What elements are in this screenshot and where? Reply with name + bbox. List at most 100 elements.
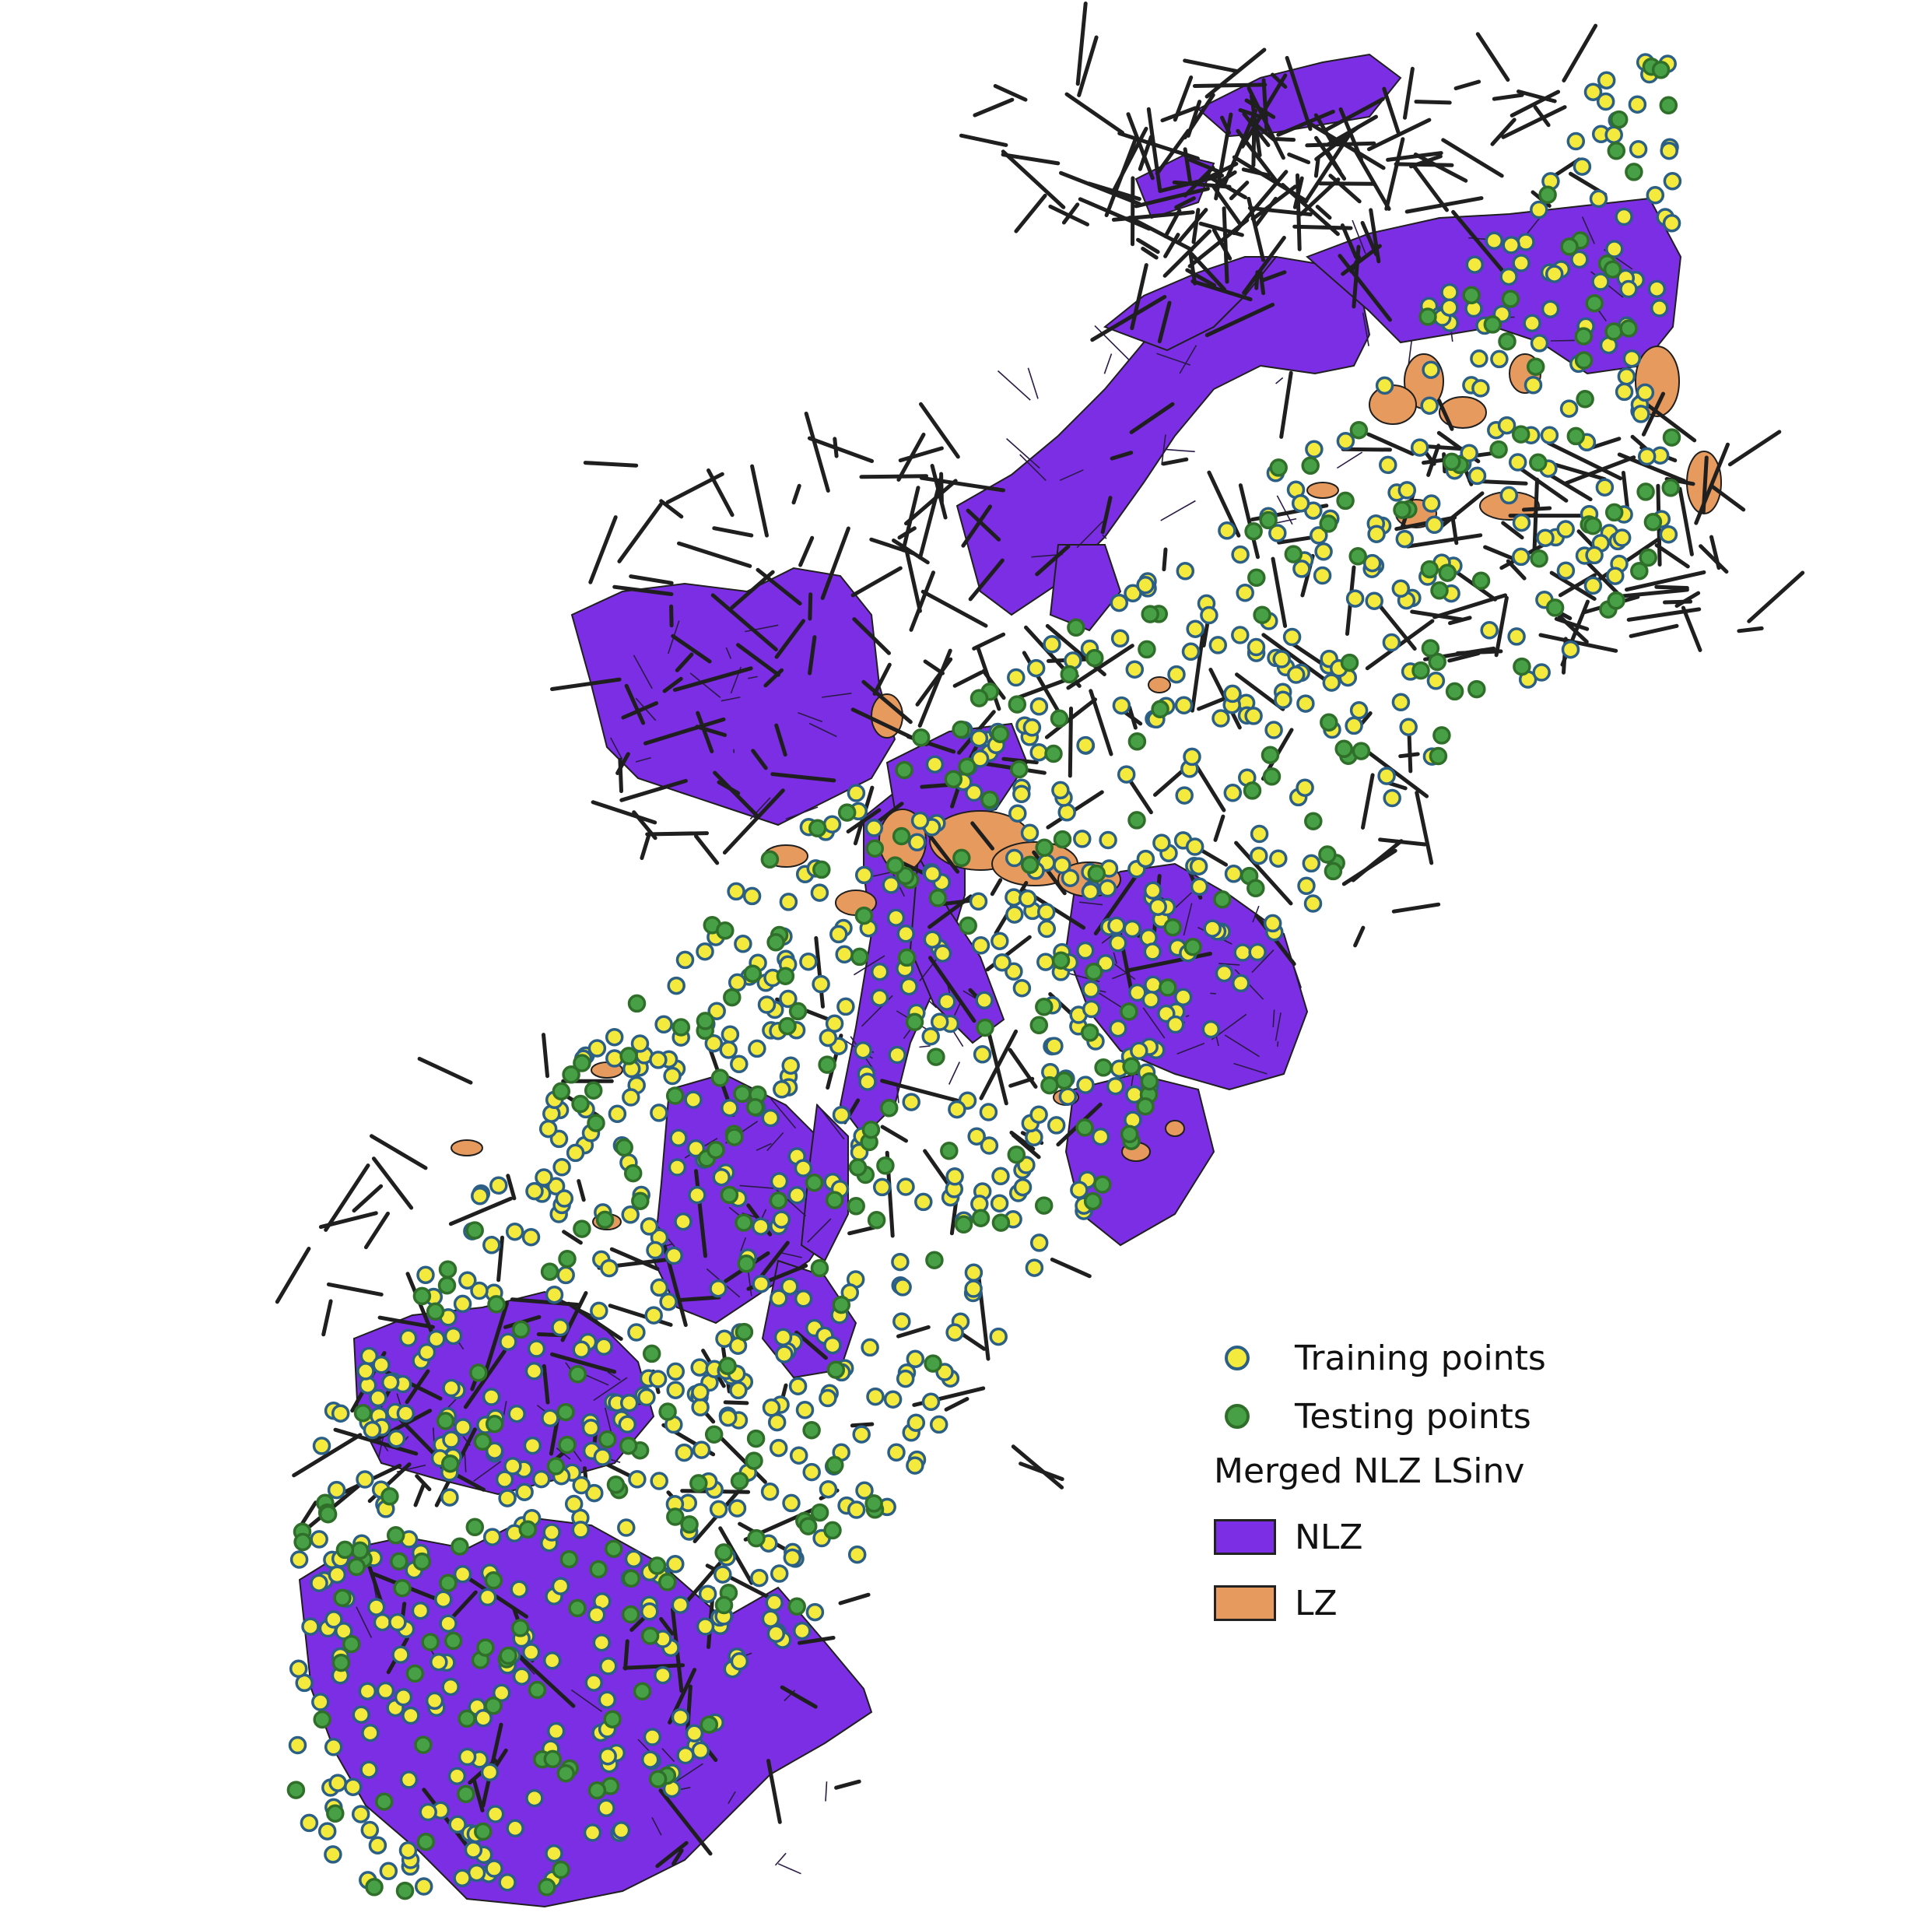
- training-point: [1532, 663, 1551, 682]
- training-point: [1367, 525, 1386, 543]
- boundary-line: [808, 592, 813, 621]
- boundary-line: [591, 800, 657, 825]
- testing-point: [293, 1532, 312, 1552]
- boundary-line: [662, 676, 683, 693]
- training-point: [1231, 545, 1250, 564]
- boundary-line: [707, 468, 735, 518]
- training-point: [1650, 299, 1669, 318]
- training-point: [799, 952, 818, 971]
- training-point: [356, 1470, 374, 1489]
- testing-point: [1560, 237, 1579, 256]
- boundary-line: [1382, 86, 1401, 135]
- boundary-line: [1035, 544, 1071, 577]
- training-point: [870, 988, 889, 1007]
- testing-point: [1140, 1072, 1159, 1091]
- training-point: [1512, 513, 1531, 532]
- boundary-line: [577, 1179, 586, 1202]
- testing-point: [631, 1191, 650, 1211]
- training-point: [510, 1580, 528, 1598]
- training-point: [1583, 576, 1603, 595]
- lz-zone: [1148, 676, 1171, 693]
- training-point: [896, 1177, 915, 1196]
- training-point: [622, 1088, 640, 1107]
- testing-point: [714, 1543, 733, 1562]
- training-point: [779, 989, 798, 1009]
- boundary-line: [959, 133, 1008, 147]
- boundary-line: [901, 486, 920, 553]
- boundary-line: [1190, 629, 1206, 713]
- testing-point: [603, 1710, 622, 1728]
- training-point: [1659, 525, 1678, 544]
- testing-point: [353, 1403, 373, 1423]
- testing-point: [1421, 639, 1440, 658]
- training-point: [1005, 962, 1023, 981]
- boundary-line: [506, 1174, 517, 1201]
- testing-point: [511, 1320, 531, 1339]
- training-point: [440, 1488, 459, 1507]
- boundary-line: [750, 464, 769, 538]
- boundary-line: [694, 1169, 707, 1258]
- training-point: [1345, 589, 1365, 608]
- boundary-line: [1340, 223, 1359, 259]
- training-point: [991, 1167, 1010, 1186]
- boundary-line: [463, 1349, 507, 1409]
- testing-point: [439, 1574, 458, 1592]
- training-point: [795, 1401, 815, 1419]
- testing-point: [802, 1420, 821, 1440]
- boundary-line: [880, 1125, 908, 1143]
- boundary-line: [1183, 58, 1239, 73]
- training-point: [812, 974, 830, 994]
- training-point: [1512, 254, 1531, 272]
- testing-point: [395, 1881, 415, 1900]
- training-point: [783, 1548, 802, 1567]
- training-point: [773, 1080, 791, 1099]
- boundary-line: [1240, 73, 1288, 149]
- boundary-line: [896, 432, 926, 482]
- boundary-line: [892, 539, 930, 565]
- training-point: [581, 1419, 601, 1437]
- testing-point: [598, 1430, 617, 1449]
- testing-point: [1253, 605, 1271, 624]
- training-point: [583, 1823, 602, 1842]
- boundary-line: [1014, 193, 1047, 233]
- testing-point: [528, 1680, 547, 1700]
- testing-point: [1340, 653, 1359, 672]
- training-point: [810, 883, 829, 902]
- testing-point: [696, 1012, 715, 1030]
- testing-point: [1138, 640, 1156, 659]
- boundary-line: [422, 1788, 471, 1850]
- training-point: [782, 1493, 801, 1513]
- training-point: [760, 1483, 780, 1501]
- testing-point: [760, 850, 780, 869]
- testing-point: [1262, 767, 1282, 786]
- testing-point: [1127, 811, 1146, 830]
- testing-point: [326, 1804, 345, 1823]
- boundary-line: [1709, 483, 1746, 512]
- training-point: [1612, 528, 1632, 547]
- training-point: [788, 1377, 808, 1395]
- testing-point: [892, 826, 911, 846]
- testing-point: [1127, 732, 1147, 751]
- training-point: [1573, 157, 1592, 176]
- training-point: [545, 1285, 564, 1304]
- boundary-line: [1501, 521, 1524, 540]
- boundary-line: [1261, 78, 1269, 132]
- training-point: [1629, 140, 1648, 159]
- boundary-line: [292, 1433, 363, 1478]
- boundary-line: [1321, 96, 1385, 133]
- testing-point: [1662, 428, 1681, 447]
- training-point: [907, 833, 927, 852]
- boundary-line: [671, 633, 712, 664]
- training-point: [1013, 1177, 1033, 1197]
- testing-point: [911, 728, 931, 747]
- training-point: [486, 1805, 505, 1823]
- boundary-line: [904, 546, 922, 613]
- training-point: [521, 1227, 541, 1247]
- testing-point: [1393, 500, 1411, 520]
- training-point: [1663, 172, 1682, 191]
- boundary-line: [1163, 233, 1180, 258]
- boundary-line: [377, 1315, 435, 1329]
- boundary-line: [612, 584, 674, 596]
- training-point: [505, 1222, 524, 1241]
- training-point: [492, 1683, 511, 1703]
